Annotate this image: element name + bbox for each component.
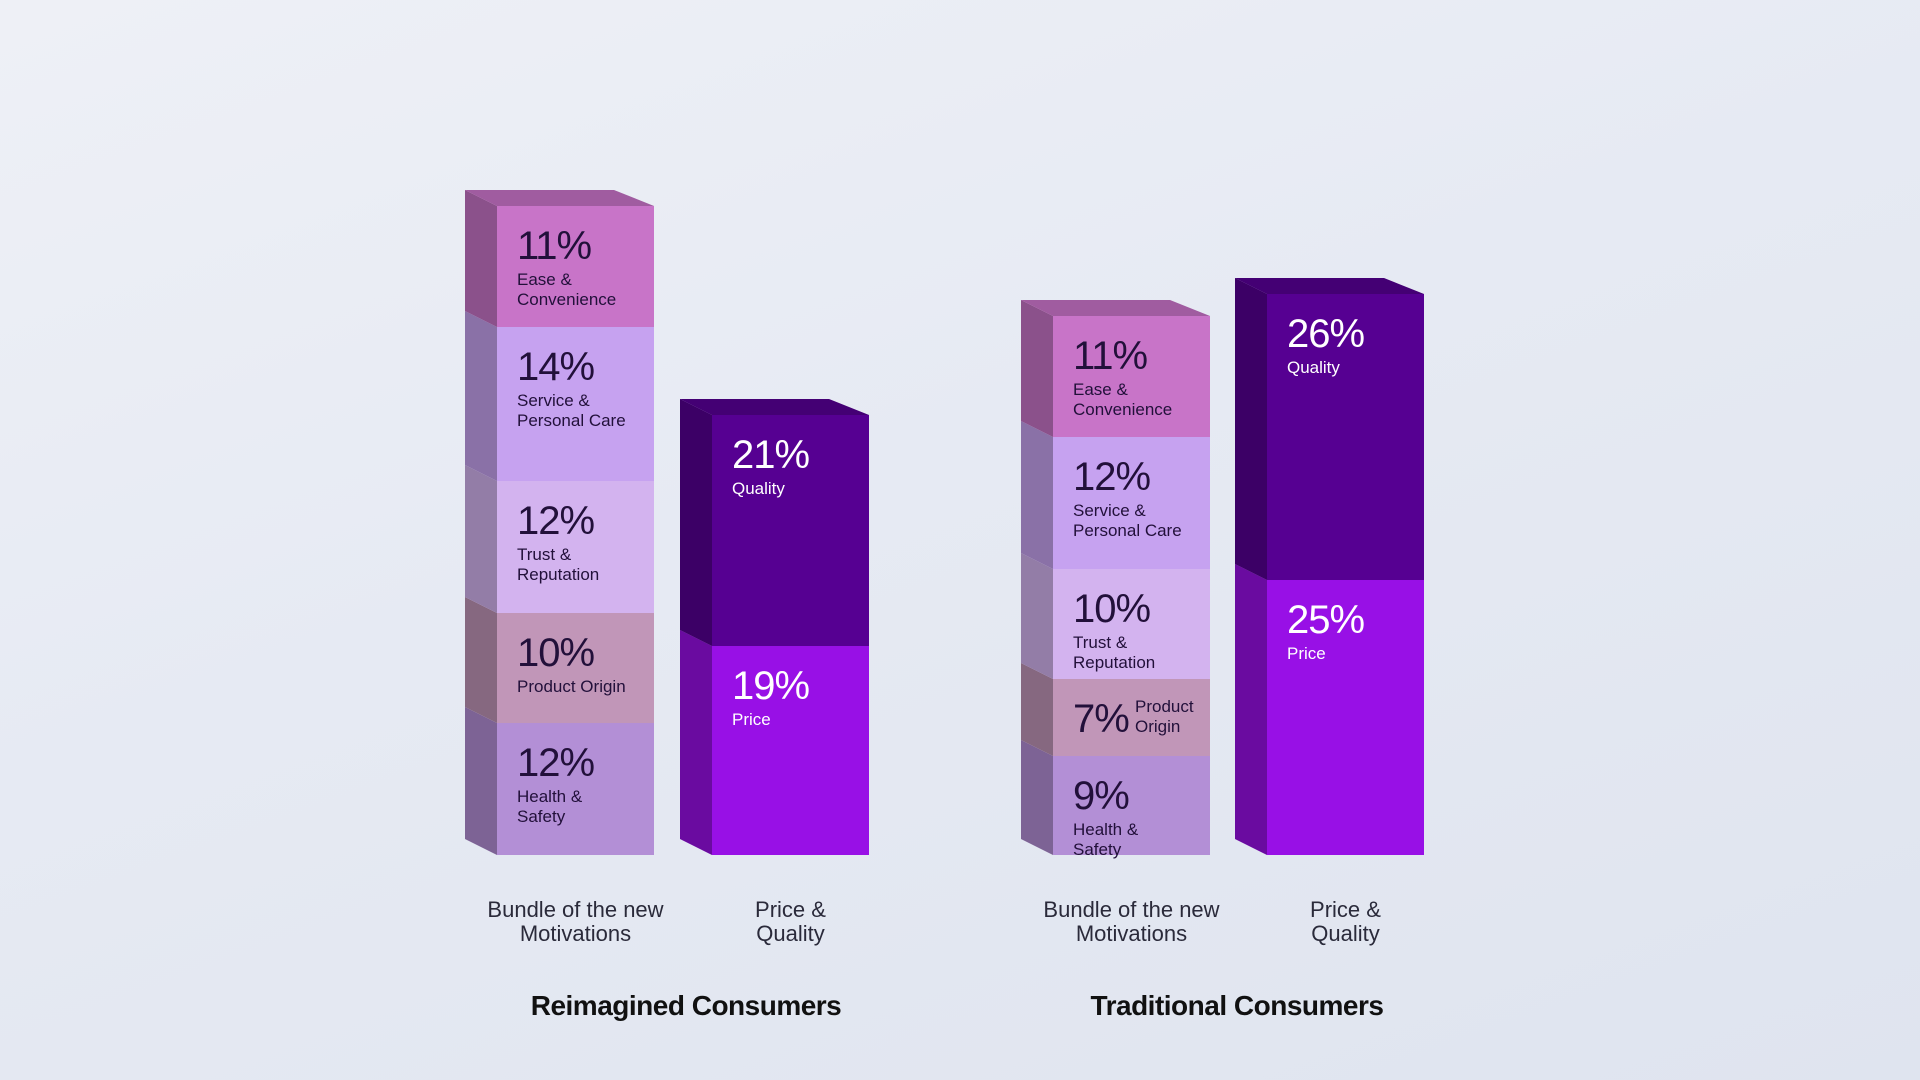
segment-name: Trust & Reputation [1073, 633, 1156, 672]
bar-segment [712, 415, 869, 646]
bar-top-shade [680, 399, 869, 415]
bar-side-shade [465, 707, 497, 855]
segment-name: Service & Personal Care [517, 391, 626, 430]
bar-segment [712, 646, 869, 855]
bar-side-shade [680, 399, 712, 646]
bar-side [1235, 278, 1267, 580]
segment-name: Service & Personal Care [1073, 501, 1182, 540]
segment-value: 19% [732, 664, 810, 708]
segment-name: Health & Safety [1073, 820, 1139, 859]
bar-side [1021, 421, 1053, 569]
bar-segment [497, 723, 654, 855]
bar-side-shade [1021, 421, 1053, 569]
group-title: Traditional Consumers [1090, 990, 1384, 1021]
segment-value: 10% [1073, 587, 1151, 631]
bar-segment [1053, 437, 1210, 569]
bar-side [465, 465, 497, 613]
bar-segment [1267, 294, 1424, 580]
bar-side-shade [1235, 278, 1267, 580]
bar-top-shade [465, 190, 654, 206]
segment-value: 25% [1287, 598, 1365, 642]
segment-value: 26% [1287, 312, 1365, 356]
bar-top [1021, 300, 1210, 316]
bar-side-shade [465, 597, 497, 723]
segment-value: 12% [517, 499, 595, 543]
bar-segment [1053, 679, 1210, 756]
bar-side [465, 597, 497, 723]
segment-name: Price [732, 710, 771, 729]
bar-segment [497, 327, 654, 481]
segment-value: 12% [1073, 455, 1151, 499]
bar-segment [497, 613, 654, 723]
bar-segment [1267, 580, 1424, 855]
bar-side-shade [1021, 740, 1053, 855]
bar-top-shade [1235, 278, 1424, 294]
group-title: Reimagined Consumers [530, 990, 842, 1021]
category-label: Price & Quality [755, 897, 826, 946]
bar-side [1021, 740, 1053, 855]
segment-name: Quality [1287, 358, 1340, 377]
bar-side-shade [1021, 300, 1053, 437]
bar-side [465, 311, 497, 481]
segment-name: Product Origin [517, 677, 626, 696]
bar-top [1235, 278, 1424, 294]
segment-value: 21% [732, 433, 810, 477]
bar-top [465, 190, 654, 206]
bar-side [1021, 663, 1053, 756]
bar-side [1021, 553, 1053, 679]
category-label: Price & Quality [1310, 897, 1381, 946]
bar-side-shade [1235, 564, 1267, 855]
bar-side-shade [680, 630, 712, 855]
segment-name: Price [1287, 644, 1326, 663]
bar-side [680, 630, 712, 855]
bar-side [680, 399, 712, 646]
segment-value: 12% [517, 741, 595, 785]
segment-name: Ease & Convenience [1073, 380, 1173, 419]
segment-name: Product Origin [1135, 697, 1194, 736]
segment-value: 10% [517, 631, 595, 675]
bar-top [680, 399, 869, 415]
segment-name: Health & Safety [517, 787, 583, 826]
segment-value: 7% [1073, 697, 1130, 741]
category-label: Bundle of the new Motivations [1043, 897, 1220, 946]
segment-value: 9% [1073, 774, 1130, 818]
bar-side-shade [465, 311, 497, 481]
bar-side [465, 190, 497, 327]
bar-segment [497, 206, 654, 327]
bar-segment [1053, 756, 1210, 855]
bar-segment [497, 481, 654, 613]
bar-side-shade [1021, 553, 1053, 679]
segment-name: Ease & Convenience [517, 270, 617, 309]
bar-side [1021, 300, 1053, 437]
category-label: Bundle of the new Motivations [487, 897, 664, 946]
bar-side-shade [1021, 663, 1053, 756]
segment-value: 11% [1073, 334, 1148, 378]
segment-name: Quality [732, 479, 785, 498]
segment-name: Trust & Reputation [517, 545, 600, 584]
bar-side [1235, 564, 1267, 855]
bar-side-shade [465, 465, 497, 613]
bar-side-shade [465, 190, 497, 327]
bar-segment [1053, 316, 1210, 437]
bar-segment [1053, 569, 1210, 679]
segment-value: 14% [517, 345, 595, 389]
segment-value: 11% [517, 224, 592, 268]
bar-side [465, 707, 497, 855]
bar-top-shade [1021, 300, 1210, 316]
